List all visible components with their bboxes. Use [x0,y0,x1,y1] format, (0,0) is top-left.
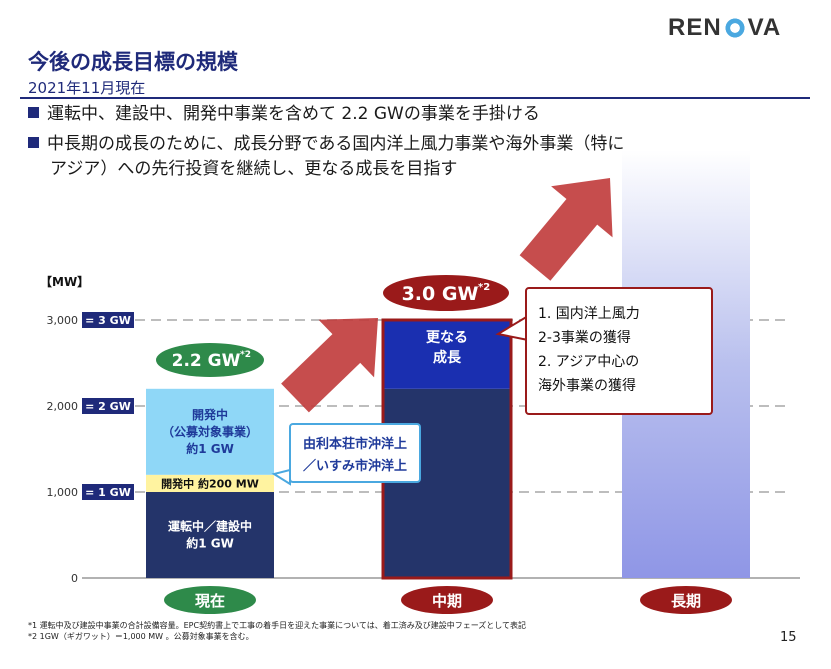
gw-tag-bg [82,312,134,328]
mid-callout-line: 1. 国内洋上風力 [538,306,640,322]
footnote-2: *2 1GW（ギガワット）＝1,000 MW 。公募対象事業を含む。 [28,632,254,641]
bullet-square-icon [28,107,39,118]
page-title: 今後の成長目標の規模 [28,50,238,74]
category-label: 現在 [195,592,225,610]
bar-current-segment-label: 開発中 [192,407,228,422]
sun-icon [723,17,746,39]
bullet-1-text: 運転中、建設中、開発中事業を含めて 2.2 GWの事業を手掛ける [47,104,540,124]
bar-current-segment-label: 約1 GW [186,441,234,456]
bar-current-segment [146,474,274,492]
mid-callout-line: 2. アジア中心の [538,354,639,370]
mid-total-label: 3.0 GW [402,283,479,305]
mid-callout-line: 2-3事業の獲得 [538,329,631,346]
y-tick-label: 3,000 [47,314,79,327]
mid-total-badge [381,273,511,313]
mid-callout-line: 海外事業の獲得 [538,377,636,394]
category-label: 長期 [671,592,701,610]
current-total-badge [156,343,264,377]
bar-current-segment-label: 開発中 約200 MW [161,476,259,490]
bar-mid-segment [383,388,511,578]
current-total-sup: *2 [240,350,251,360]
bar-current-segment-label: （公募対象事業） [162,424,258,439]
y-tick-label: 2,000 [47,400,79,413]
bullet-2-text: 中長期の成長のために、成長分野である国内洋上風力事業や海外事業（特に [47,134,625,154]
bar-current-segment-label: 運転中／建設中 [168,519,252,534]
footnotes: *1 運転中及び建設中事業の合計設備容量。EPC契約書上で工事の着手日を迎えた事… [28,620,526,642]
footnote-1: *1 運転中及び建設中事業の合計設備容量。EPC契約書上で工事の着手日を迎えた事… [28,621,527,630]
current-total-label: 2.2 GW [172,351,241,371]
bar-mid-segment-label: 更なる [426,330,468,346]
bullet-2: 中長期の成長のために、成長分野である国内洋上風力事業や海外事業（特に アジア）へ… [28,132,808,182]
page-number: 15 [780,630,797,645]
logo-text-left: REN [668,14,722,41]
renova-logo: REN VA [668,14,781,42]
y-tick-label: 1,000 [47,486,79,499]
title-divider [20,97,810,99]
offshore-callout-text: ／いすみ市沖洋上 [303,458,407,474]
bullet-2-continuation: アジア）への先行投資を継続し、更なる成長を目指す [50,159,458,179]
mid-callout-box [525,287,713,415]
mid-total-sup: *2 [478,282,490,293]
gw-tag-label: = 3 GW [85,314,131,327]
logo-text-right: VA [747,14,782,41]
offshore-callout-box [289,423,421,483]
growth-arrow-1 [281,318,378,413]
page-date: 2021年11月現在 [28,79,146,97]
bar-current-segment [146,388,274,475]
gw-tag-bg [82,398,134,414]
category-badge [640,586,732,614]
gw-tag-label: = 1 GW [85,486,131,499]
bar-mid-segment [383,320,511,389]
growth-arrow-2 [519,178,613,281]
category-badge [401,586,493,614]
bar-current-segment-label: 約1 GW [186,536,234,551]
category-badge [164,586,256,614]
bullet-square-icon [28,137,39,148]
y-tick-label: 0 [71,572,78,585]
bar-mid-segment-label: 成長 [433,349,462,366]
bullet-1: 運転中、建設中、開発中事業を含めて 2.2 GWの事業を手掛ける [28,102,808,127]
y-axis-label: 【MW】 [40,274,89,289]
gw-tag-bg [82,484,134,500]
offshore-callout-text: 由利本荘市沖洋上 [303,436,407,452]
category-label: 中期 [432,592,462,610]
offshore-callout-pointer [271,436,291,486]
gw-tag-label: = 2 GW [85,400,131,413]
bar-current-segment [146,492,274,578]
